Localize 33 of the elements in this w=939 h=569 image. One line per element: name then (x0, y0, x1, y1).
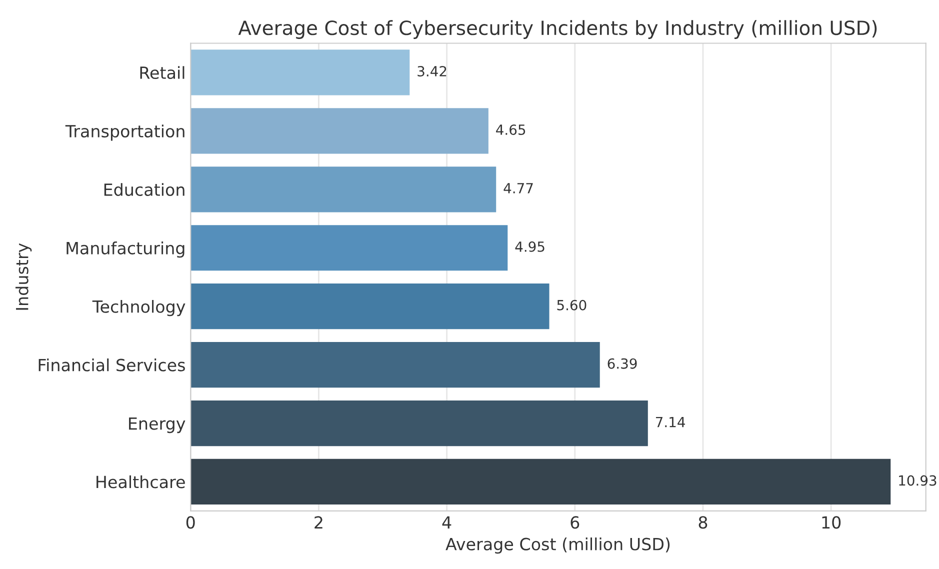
data-label: 4.65 (496, 124, 526, 135)
x-axis-title: Average Cost (million USD) (446, 538, 670, 554)
y-tick-label: Retail (140, 66, 184, 80)
data-label: 3.42 (418, 66, 446, 77)
data-label: 6.39 (608, 358, 637, 369)
data-label: 5.60 (557, 300, 586, 310)
x-tick-label: 10 (822, 516, 841, 529)
bar (190, 342, 600, 388)
x-tick-label: 0 (186, 516, 195, 529)
x-tick-label: 4 (442, 516, 452, 528)
bar (190, 284, 550, 330)
y-tick-label: Energy (129, 417, 186, 434)
bar (190, 225, 508, 271)
bar (190, 400, 648, 446)
y-axis-title: Industry (16, 243, 32, 310)
bar (190, 458, 891, 505)
data-label: 4.95 (515, 241, 544, 252)
y-tick-label: Manufacturing (66, 242, 184, 258)
x-tick-label: 8 (698, 516, 708, 529)
x-tick-label: 6 (570, 516, 580, 529)
y-tick-label: Healthcare (96, 475, 185, 488)
data-label: 7.14 (656, 416, 685, 428)
bar (190, 166, 496, 212)
data-label: 10.93 (899, 475, 936, 486)
y-tick-label: Education (104, 183, 184, 196)
x-tick-label: 2 (314, 516, 322, 528)
y-tick-label: Financial Services (38, 358, 185, 372)
y-tick-label: Transportation (65, 124, 184, 141)
chart-title: Average Cost of Cybersecurity Incidents by Industry (million USD) (238, 20, 877, 39)
y-tick-label: Technology (92, 300, 186, 316)
data-label: 4.77 (504, 183, 533, 194)
bar (190, 50, 410, 96)
bar (190, 108, 488, 154)
